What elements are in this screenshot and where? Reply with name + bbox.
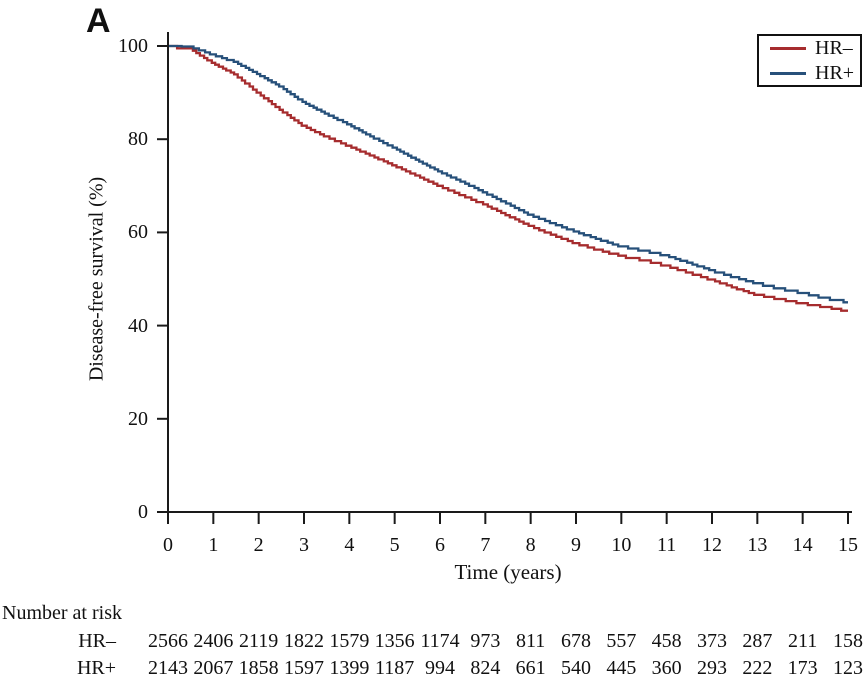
legend-line-icon bbox=[770, 71, 806, 75]
x-tick-label-10: 10 bbox=[611, 534, 632, 556]
x-tick-label-6: 6 bbox=[435, 534, 445, 556]
x-tick-label-4: 4 bbox=[344, 534, 355, 556]
risk-count: 1187 bbox=[375, 657, 415, 679]
x-tick-label-9: 9 bbox=[571, 534, 581, 556]
y-tick-label-0: 0 bbox=[138, 501, 148, 523]
x-tick-label-13: 13 bbox=[747, 534, 768, 556]
x-tick-label-3: 3 bbox=[299, 534, 309, 556]
x-tick-label-5: 5 bbox=[389, 534, 400, 556]
y-tick-label-60: 60 bbox=[128, 221, 148, 244]
risk-count: 222 bbox=[742, 657, 773, 679]
plot-axes bbox=[157, 32, 852, 524]
x-tick-label-8: 8 bbox=[525, 534, 536, 556]
x-tick-label-0: 0 bbox=[163, 534, 173, 556]
risk-count: 211 bbox=[788, 630, 818, 652]
legend-item-hr-plus: HR+ bbox=[770, 62, 860, 84]
y-tick-label-80: 80 bbox=[128, 128, 148, 151]
risk-count: 2143 bbox=[148, 657, 188, 679]
legend: HR– HR+ bbox=[757, 34, 862, 87]
number-at-risk-title: Number at risk bbox=[2, 602, 122, 624]
legend-line-icon bbox=[770, 46, 806, 50]
curve-hr-plus bbox=[168, 44, 848, 304]
survival-curves bbox=[168, 44, 848, 312]
risk-count: 824 bbox=[470, 657, 501, 679]
x-tick-label-12: 12 bbox=[702, 534, 722, 556]
y-tick-label-100: 100 bbox=[118, 35, 148, 57]
y-tick-label-20: 20 bbox=[128, 407, 148, 430]
x-tick-label-15: 15 bbox=[838, 534, 858, 556]
risk-count: 2406 bbox=[193, 630, 234, 652]
risk-count: 973 bbox=[470, 630, 501, 652]
risk-count: 458 bbox=[651, 630, 682, 652]
x-tick-label-1: 1 bbox=[208, 534, 219, 556]
x-tick-label-7: 7 bbox=[480, 534, 491, 556]
x-tick-label-2: 2 bbox=[253, 534, 264, 556]
risk-count: 811 bbox=[516, 630, 546, 652]
risk-count: 123 bbox=[833, 657, 863, 679]
risk-row-label-hr-plus: HR+ bbox=[76, 657, 116, 679]
x-tick-label-14: 14 bbox=[792, 534, 813, 556]
risk-count: 994 bbox=[425, 657, 455, 679]
risk-count: 678 bbox=[561, 630, 591, 652]
risk-count: 1597 bbox=[284, 657, 324, 679]
risk-count: 661 bbox=[515, 657, 546, 679]
x-tick-label-11: 11 bbox=[657, 534, 677, 556]
risk-count: 1858 bbox=[238, 657, 279, 679]
y-tick-label-40: 40 bbox=[128, 314, 148, 337]
risk-count: 2119 bbox=[239, 630, 279, 652]
risk-count: 173 bbox=[787, 657, 818, 679]
risk-count: 557 bbox=[606, 630, 637, 652]
legend-label: HR+ bbox=[815, 62, 855, 84]
risk-count: 293 bbox=[697, 657, 727, 679]
risk-count: 2566 bbox=[148, 630, 188, 652]
risk-count: 1399 bbox=[329, 657, 370, 679]
y-axis-title: Disease-free survival (%) bbox=[85, 176, 108, 382]
panel-label: A bbox=[86, 2, 111, 40]
risk-count: 1579 bbox=[329, 630, 370, 652]
risk-count: 540 bbox=[561, 657, 591, 679]
legend-label: HR– bbox=[815, 37, 853, 59]
risk-count: 287 bbox=[742, 630, 773, 652]
risk-count: 1822 bbox=[284, 630, 324, 652]
risk-count: 1356 bbox=[374, 630, 415, 652]
x-axis-title: Time (years) bbox=[454, 560, 562, 584]
risk-count: 373 bbox=[697, 630, 727, 652]
risk-count: 158 bbox=[833, 630, 863, 652]
risk-count: 1174 bbox=[420, 630, 460, 652]
risk-count: 360 bbox=[651, 657, 682, 679]
risk-count: 2067 bbox=[193, 657, 234, 679]
risk-count: 445 bbox=[606, 657, 637, 679]
risk-row-label-hr-minus: HR– bbox=[78, 630, 116, 652]
curve-hr-minus bbox=[168, 44, 848, 312]
legend-item-hr-minus: HR– bbox=[770, 37, 860, 59]
